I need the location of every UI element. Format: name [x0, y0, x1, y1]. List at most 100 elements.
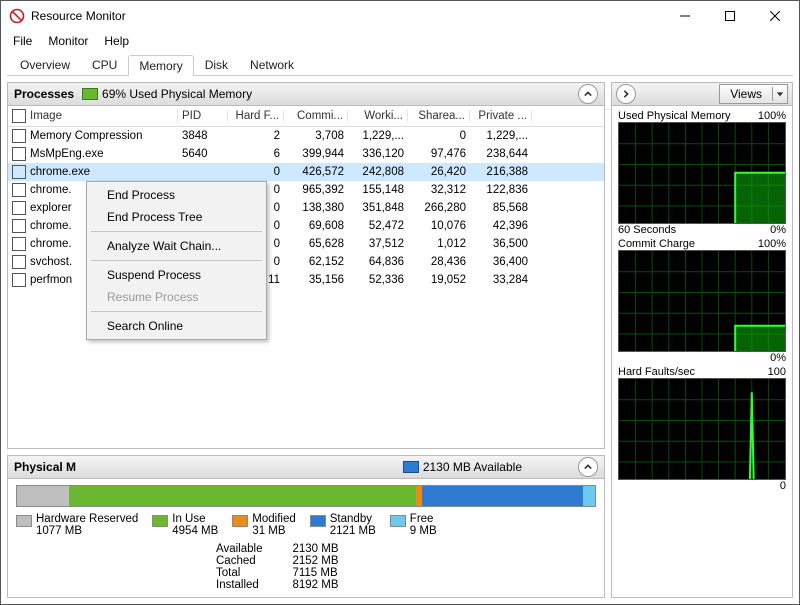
cell-image: chrome.	[30, 184, 72, 196]
views-label: Views	[720, 87, 773, 101]
cell-image: svchost.	[30, 256, 72, 268]
select-all-checkbox[interactable]	[12, 109, 26, 123]
col-private[interactable]: Private ...	[470, 110, 532, 122]
window-title: Resource Monitor	[31, 9, 662, 23]
memory-bar-segment-free	[583, 486, 595, 506]
cell-commit: 399,944	[284, 148, 348, 160]
menu-file[interactable]: File	[7, 32, 38, 50]
table-row[interactable]: MsMpEng.exe56406399,944336,12097,476238,…	[8, 145, 604, 163]
tab-overview[interactable]: Overview	[9, 54, 81, 75]
cell-commit: 138,380	[284, 202, 348, 214]
row-checkbox[interactable]	[12, 255, 26, 269]
row-checkbox[interactable]	[12, 201, 26, 215]
available-indicator: 2130 MB Available	[403, 460, 522, 474]
cell-image: chrome.	[30, 238, 72, 250]
col-shareable[interactable]: Sharea...	[408, 110, 470, 122]
context-menu-item[interactable]: Search Online	[89, 315, 264, 337]
processes-header[interactable]: Processes 69% Used Physical Memory	[8, 83, 604, 106]
memory-bar-segment-in-use	[69, 486, 416, 506]
menubar: File Monitor Help	[1, 31, 799, 51]
cell-shareable: 28,436	[408, 256, 470, 268]
stat-value: 7115 MB	[292, 567, 338, 579]
tab-cpu[interactable]: CPU	[81, 54, 128, 75]
views-button[interactable]: Views	[719, 84, 788, 104]
cell-commit: 69,608	[284, 220, 348, 232]
memory-bar-segment-hardware-reserved	[17, 486, 69, 506]
memory-bar-segment-standby	[422, 486, 584, 506]
legend-swatch	[152, 515, 168, 527]
menu-monitor[interactable]: Monitor	[42, 32, 94, 50]
row-checkbox[interactable]	[12, 183, 26, 197]
collapse-processes-button[interactable]	[578, 84, 598, 104]
stat-key: Available	[216, 543, 262, 555]
legend-swatch	[16, 515, 32, 527]
context-menu-item: Resume Process	[89, 286, 264, 308]
legend-text: Standby2121 MB	[330, 513, 376, 537]
cell-shareable: 10,076	[408, 220, 470, 232]
tab-network[interactable]: Network	[239, 54, 305, 75]
table-row[interactable]: chrome.exe0426,572242,80826,420216,388	[8, 163, 604, 181]
chart-title: Used Physical Memory	[618, 110, 730, 122]
process-context-menu: End ProcessEnd Process Tree Analyze Wait …	[86, 181, 267, 340]
cell-private: 85,568	[470, 202, 532, 214]
cell-working: 155,148	[348, 184, 408, 196]
cell-commit: 426,572	[284, 166, 348, 178]
close-button[interactable]	[752, 2, 797, 30]
col-image[interactable]: Image	[30, 110, 62, 122]
legend-text: Modified31 MB	[252, 513, 295, 537]
row-checkbox[interactable]	[12, 237, 26, 251]
expand-charts-button[interactable]	[616, 84, 636, 104]
cell-commit: 62,152	[284, 256, 348, 268]
col-hardfaults[interactable]: Hard F...	[228, 110, 284, 122]
cell-hardfaults: 0	[228, 166, 284, 178]
context-menu-item[interactable]: End Process	[89, 184, 264, 206]
chart-title: Hard Faults/sec	[618, 366, 695, 378]
cell-pid: 5640	[178, 148, 228, 160]
tab-memory[interactable]: Memory	[128, 55, 193, 76]
tab-disk[interactable]: Disk	[194, 54, 239, 75]
chart-xlabel: 60 Seconds	[618, 224, 676, 236]
titlebar[interactable]: Resource Monitor	[1, 1, 799, 31]
legend-text: Free9 MB	[410, 513, 437, 537]
row-checkbox[interactable]	[12, 129, 26, 143]
row-checkbox[interactable]	[12, 219, 26, 233]
maximize-button[interactable]	[707, 2, 752, 30]
menu-help[interactable]: Help	[98, 32, 135, 50]
cell-working: 1,229,...	[348, 130, 408, 142]
cell-private: 216,388	[470, 166, 532, 178]
cell-commit: 3,708	[284, 130, 348, 142]
col-pid[interactable]: PID	[178, 110, 228, 122]
col-working[interactable]: Worki...	[348, 110, 408, 122]
col-commit[interactable]: Commi...	[284, 110, 348, 122]
cell-working: 242,808	[348, 166, 408, 178]
cell-image: chrome.exe	[30, 166, 90, 178]
table-row[interactable]: Memory Compression384823,7081,229,...01,…	[8, 127, 604, 145]
legend-swatch	[232, 515, 248, 527]
memory-legend: Hardware Reserved1077 MBIn Use4954 MBMod…	[16, 513, 596, 537]
chart-block: Used Physical Memory100%60 Seconds0%	[618, 110, 786, 236]
minimize-button[interactable]	[662, 2, 707, 30]
cell-working: 64,836	[348, 256, 408, 268]
chart-xright: 0%	[770, 224, 786, 236]
row-checkbox[interactable]	[12, 147, 26, 161]
chart-canvas	[618, 378, 786, 480]
legend-item: Free9 MB	[390, 513, 437, 537]
physical-memory-header[interactable]: Physical M 2130 MB Available	[8, 456, 604, 479]
stat-value: 2152 MB	[292, 555, 338, 567]
cell-private: 36,400	[470, 256, 532, 268]
views-dropdown-icon	[773, 90, 787, 98]
context-menu-item[interactable]: Analyze Wait Chain...	[89, 235, 264, 257]
stat-key: Cached	[216, 555, 262, 567]
context-menu-item[interactable]: End Process Tree	[89, 206, 264, 228]
row-checkbox[interactable]	[12, 165, 26, 179]
collapse-physical-button[interactable]	[578, 457, 598, 477]
cell-image: perfmon	[30, 274, 72, 286]
chart-xright: 0%	[770, 352, 786, 364]
row-checkbox[interactable]	[12, 273, 26, 287]
cell-hardfaults: 6	[228, 148, 284, 160]
cell-private: 1,229,...	[470, 130, 532, 142]
resource-monitor-window: Resource Monitor File Monitor Help Overv…	[0, 0, 800, 605]
cell-shareable: 32,312	[408, 184, 470, 196]
context-menu-item[interactable]: Suspend Process	[89, 264, 264, 286]
available-label: 2130 MB Available	[423, 460, 522, 474]
